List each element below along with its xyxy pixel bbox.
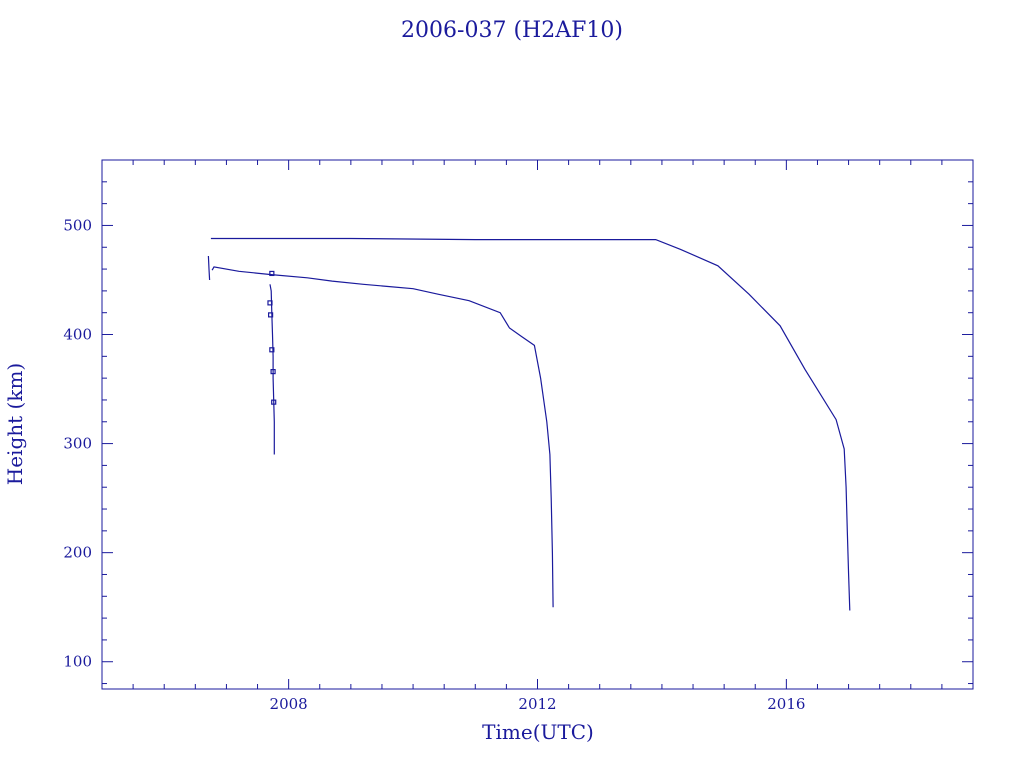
axis-tick-labels: 2008 2012 2016 100 200 300 400 500 <box>63 216 805 713</box>
x-tick-label: 2008 <box>270 695 308 713</box>
marker-layer <box>267 270 277 405</box>
y-tick-label: 200 <box>63 544 92 562</box>
y-tick-label: 500 <box>63 216 92 234</box>
x-axis-label: Time(UTC) <box>482 720 594 744</box>
y-axis-label: Height (km) <box>3 363 27 485</box>
x-tick-label: 2016 <box>767 695 805 713</box>
data-point-marker <box>267 300 273 306</box>
y-tick-label: 100 <box>63 653 92 671</box>
y-tick-label: 300 <box>63 435 92 453</box>
series-line <box>269 284 275 455</box>
series-line <box>207 255 211 281</box>
data-point-marker <box>268 312 274 318</box>
series-line <box>210 237 851 611</box>
data-point-marker <box>271 399 277 405</box>
x-tick-label: 2012 <box>518 695 556 713</box>
y-tick-label: 400 <box>63 326 92 344</box>
series-line <box>211 266 554 608</box>
series-layer <box>207 237 851 611</box>
data-point-marker <box>269 347 275 353</box>
data-point-marker <box>270 369 276 375</box>
chart-title: 2006-037 (H2AF10) <box>401 18 623 43</box>
data-point-marker <box>269 270 275 277</box>
axis-ticks <box>101 159 974 689</box>
